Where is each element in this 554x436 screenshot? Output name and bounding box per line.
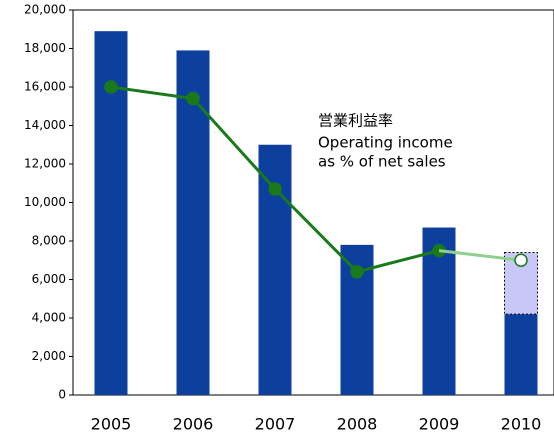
y-tick-label: 16,000: [24, 80, 66, 94]
annotation: Operating income: [318, 134, 453, 152]
line: [438, 249, 522, 262]
annotation: 営業利益率: [318, 112, 393, 130]
marker: [186, 91, 200, 106]
y-tick-label: 0: [58, 388, 66, 402]
y-tick-label: 14,000: [24, 118, 66, 132]
annotation: as % of net sales: [318, 153, 446, 171]
marker: [350, 265, 364, 279]
x-tick-label: 2009: [419, 415, 460, 433]
y-tick-label: 6,000: [32, 272, 66, 286]
bar: [504, 314, 538, 395]
x-tick-label: 2006: [173, 415, 214, 433]
y-tick-label: 10,000: [24, 195, 66, 209]
marker: [104, 80, 118, 94]
x-tick-label: 2005: [91, 415, 132, 433]
x-tick-label: 2010: [501, 415, 542, 433]
y-tick-label: 12,000: [24, 157, 66, 171]
y-tick-label: 18,000: [24, 41, 66, 55]
bar: [176, 50, 210, 396]
y-tick-label: 8,000: [32, 234, 66, 248]
x-tick-label: 2007: [255, 415, 296, 433]
x-tick-label: 2008: [337, 415, 378, 433]
y-tick-label: 4,000: [32, 311, 66, 325]
marker: [514, 253, 528, 267]
plot-frame: [72, 9, 554, 396]
y-tick-label: 2,000: [32, 349, 66, 363]
marker: [268, 182, 282, 196]
y-tick-label: 20,000: [24, 3, 66, 17]
